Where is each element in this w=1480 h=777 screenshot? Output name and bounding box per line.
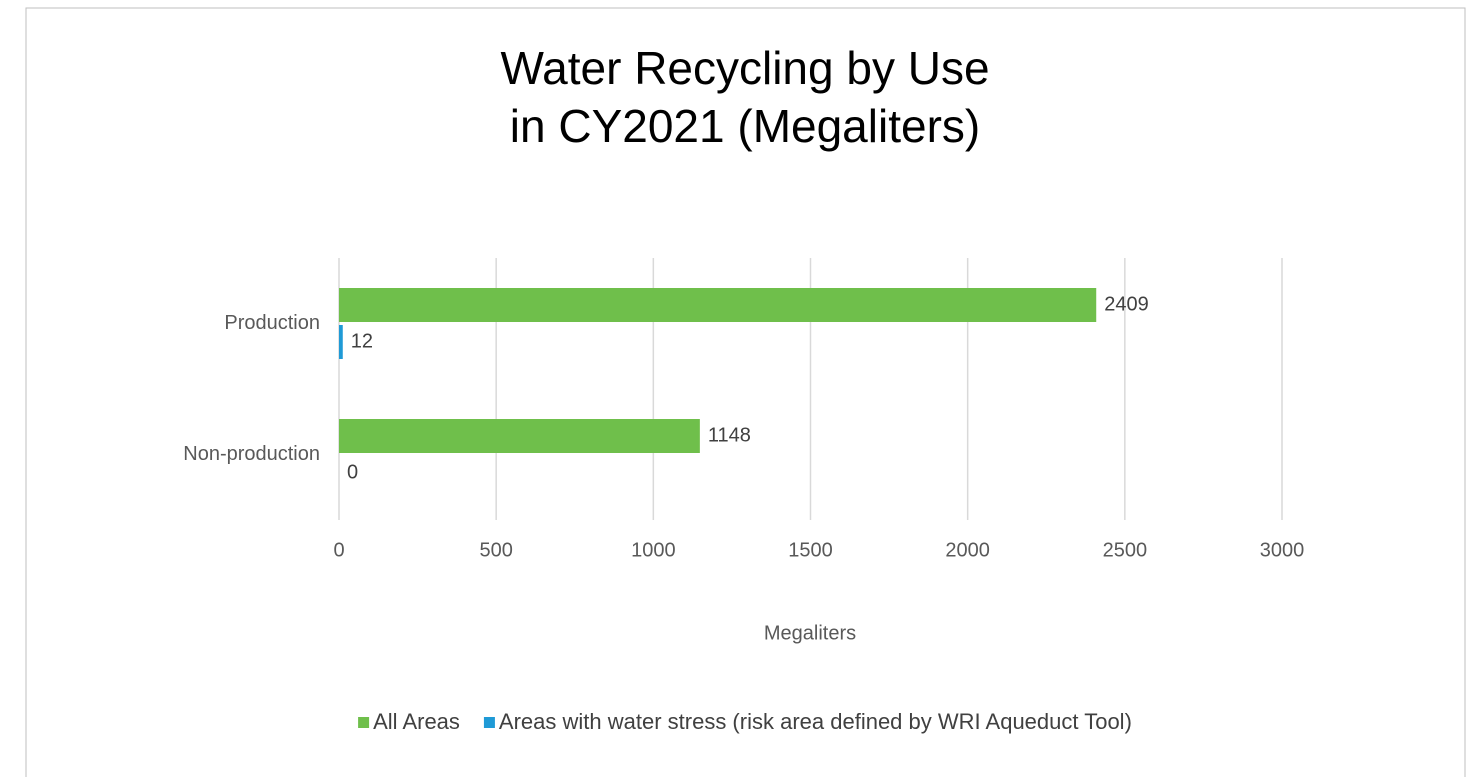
x-tick-label: 2500 [1103, 539, 1148, 561]
x-tick-label: 2000 [945, 539, 990, 561]
data-label: 0 [347, 461, 358, 483]
bar [339, 325, 343, 359]
bar [339, 288, 1097, 322]
x-axis-title: Megaliters [764, 622, 856, 644]
x-tick-label: 3000 [1260, 539, 1305, 561]
legend-label: All Areas [373, 709, 460, 734]
data-label: 1148 [708, 424, 751, 446]
x-tick-label: 0 [333, 539, 344, 561]
legend-label: Areas with water stress (risk area defin… [499, 709, 1132, 734]
legend-swatch [483, 717, 495, 728]
y-tick-label: Production [224, 312, 320, 334]
legend-swatch [358, 717, 370, 728]
bar [339, 419, 700, 453]
chart-title: in CY2021 (Megaliters) [510, 100, 980, 152]
x-tick-label: 500 [479, 539, 512, 561]
x-tick-label: 1000 [631, 539, 676, 561]
chart-frame [25, 7, 1466, 777]
y-tick-label: Non-production [183, 443, 320, 465]
data-label: 2409 [1104, 293, 1149, 315]
data-label: 12 [351, 330, 373, 352]
chart-title: Water Recycling by Use [500, 42, 989, 94]
x-tick-label: 1500 [788, 539, 833, 561]
